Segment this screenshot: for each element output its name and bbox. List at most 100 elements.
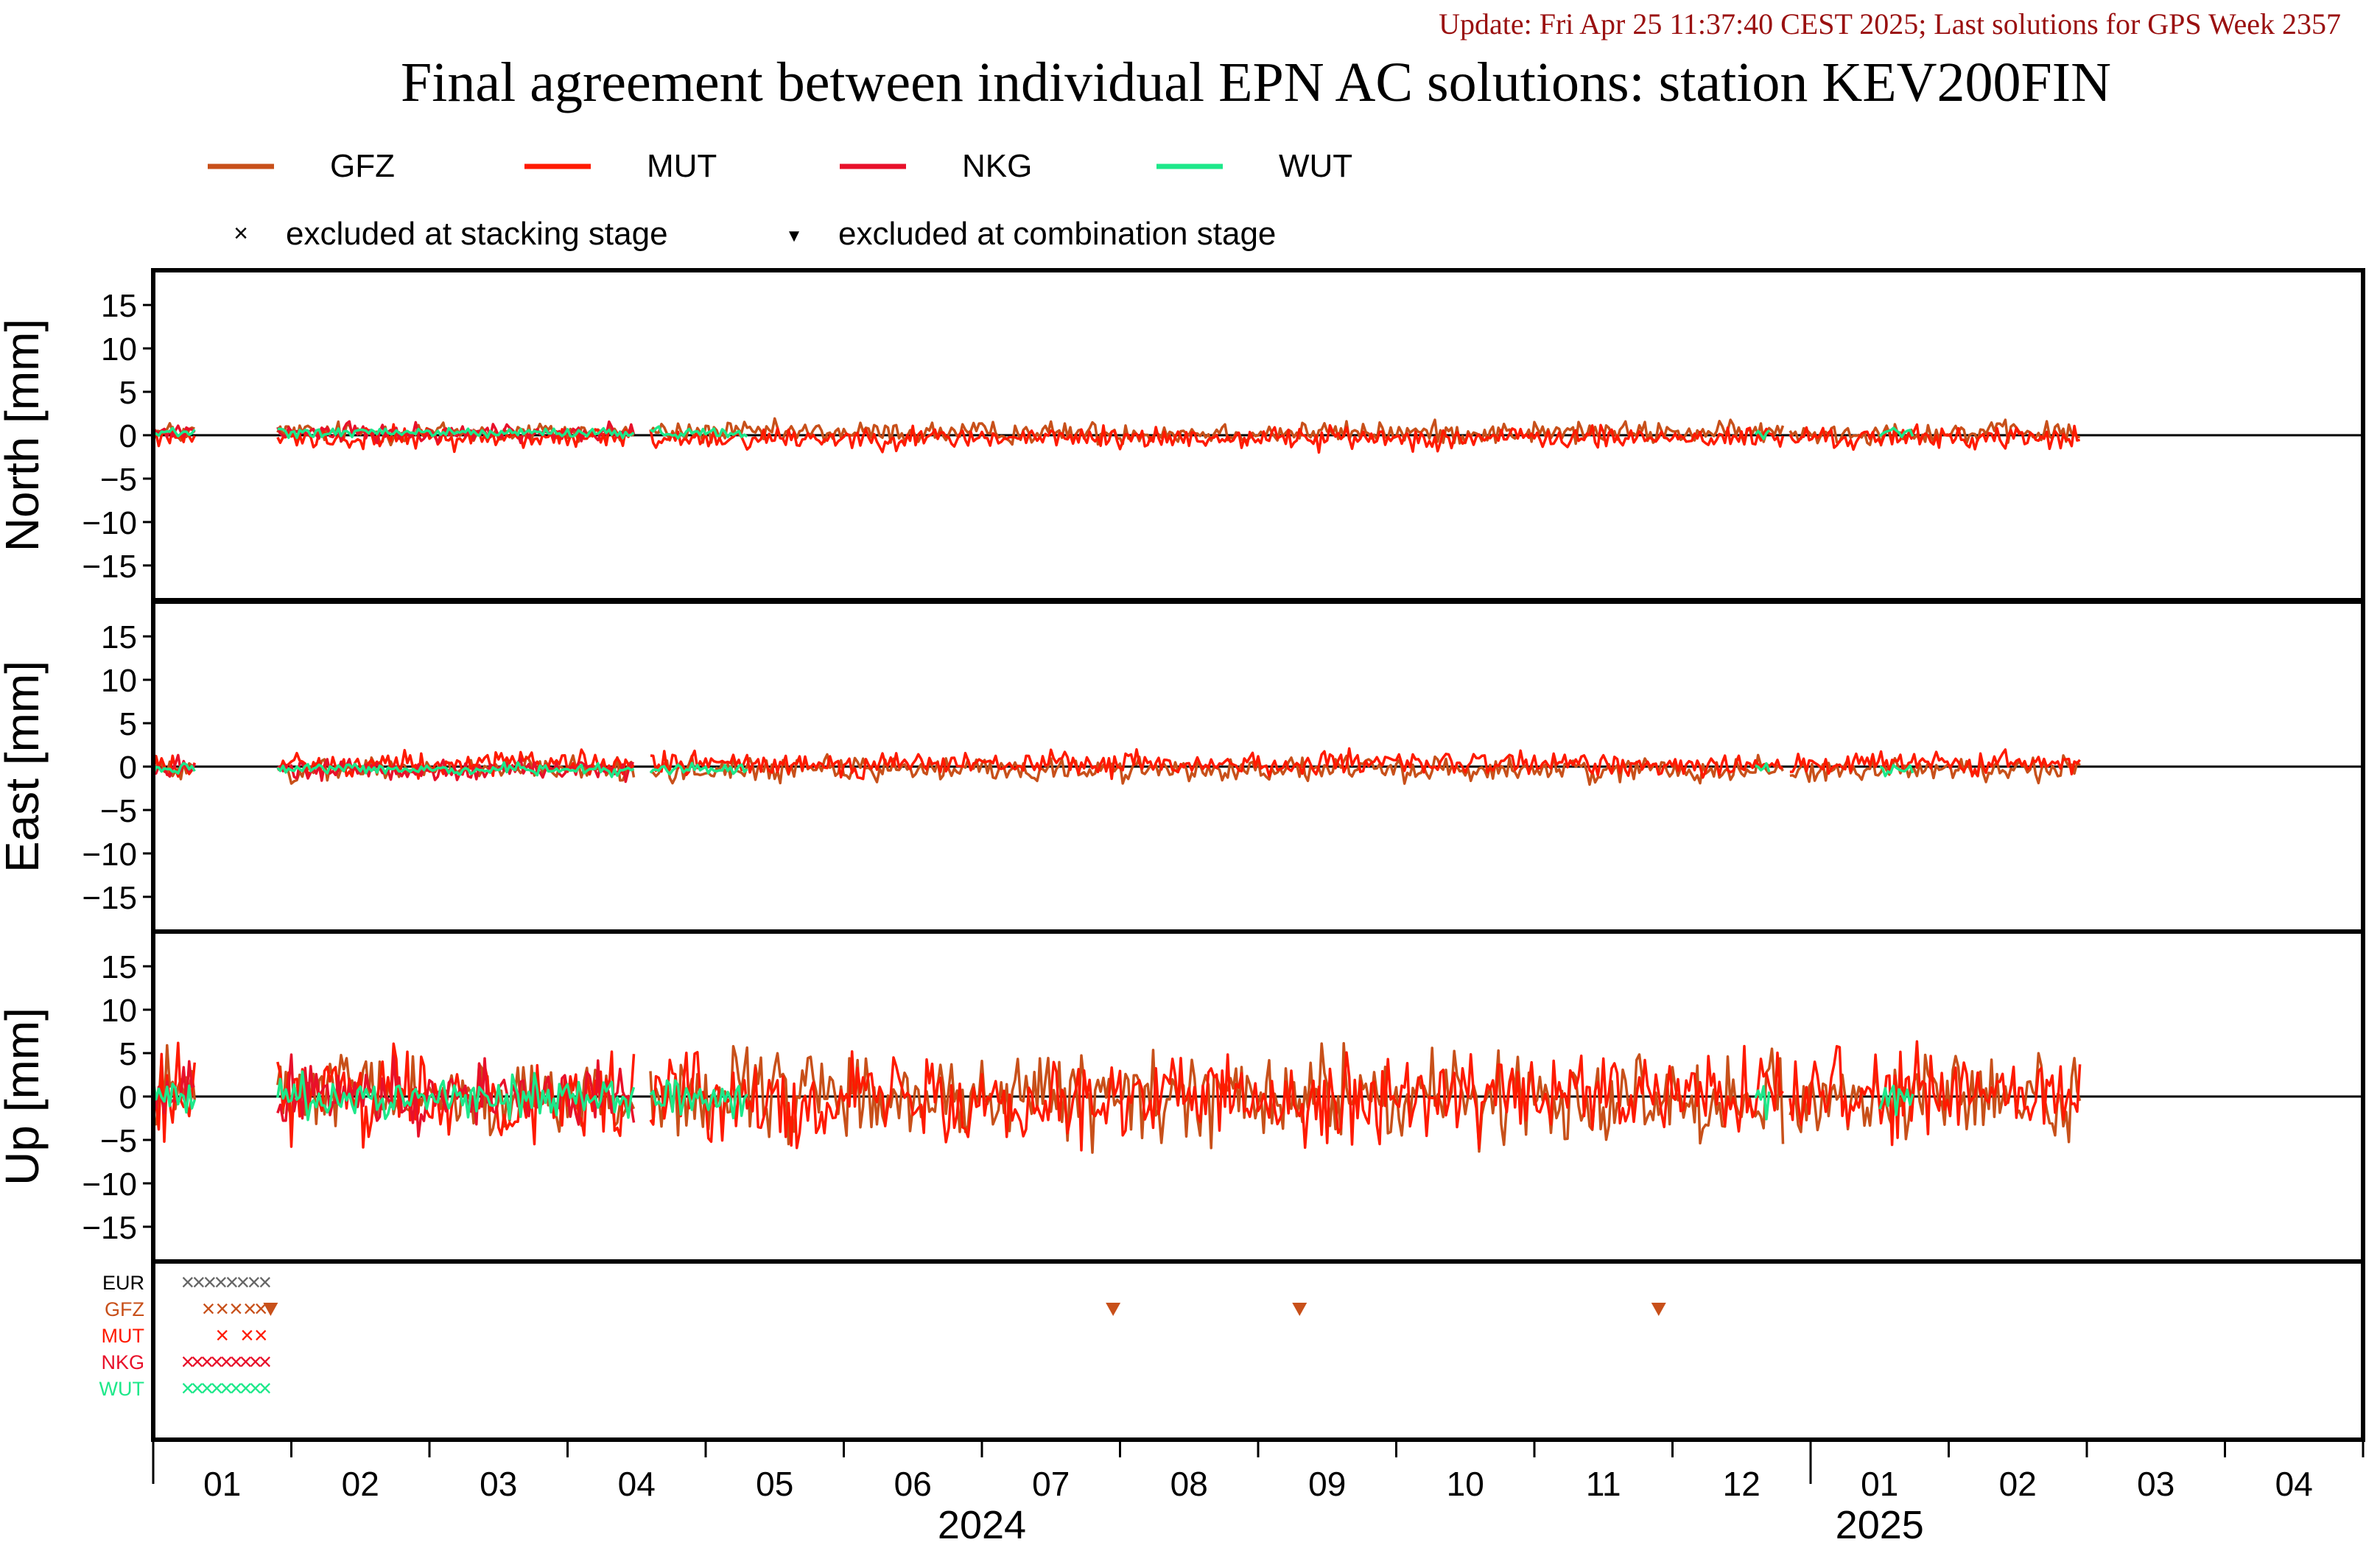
y-tick-label: 0 [119,750,137,786]
series-line-wut [650,425,748,440]
x-tick-label: 02 [342,1465,379,1503]
y-tick-label: 5 [119,1036,137,1072]
stacking-cross-wut: × [259,1375,273,1401]
legend-entry-mut: MUT [524,148,717,184]
stacking-cross-eur: × [214,1269,228,1295]
y-tick-label: 10 [101,993,137,1029]
legend-combination: ▼ excluded at combination stage [785,216,1276,252]
stacking-cross-eur: × [236,1269,250,1295]
series-line-mut [1789,748,2081,778]
series-line-wut [1754,1085,1771,1121]
stacking-cross-eur: × [181,1269,195,1295]
legend-combination-label: excluded at combination stage [838,216,1276,252]
x-tick-label: 07 [1032,1465,1070,1503]
year-label: 2025 [1836,1503,1924,1545]
y-tick-label: 5 [119,706,137,742]
series-line-wut [1879,764,1914,778]
legend-label-gfz: GFZ [330,148,395,184]
x-tick-label: 03 [2137,1465,2174,1503]
x-tick-label: 11 [1586,1465,1621,1503]
stacking-cross-nkg: × [181,1348,195,1375]
panel-east: 15 10 5 0 −5 −10 −15 East [mm] [0,599,2365,934]
combination-triangle-gfz [263,1303,278,1316]
stacking-cross-mut: × [215,1322,229,1348]
series-line-wut [1755,761,1771,772]
stacking-cross-wut: × [191,1375,205,1401]
x-tick-label: 10 [1447,1465,1484,1503]
triangle-marker-icon: ▼ [785,226,803,246]
stacking-cross-nkg: × [200,1348,214,1375]
x-tick-label: 04 [618,1465,656,1503]
series-line-mut [276,423,634,454]
series-line-wut [1878,1084,1914,1116]
stacking-cross-nkg: × [259,1348,273,1375]
y-tick-label: −15 [82,880,137,916]
series-line-wut [276,1070,636,1122]
y-tick-label: 10 [101,663,137,699]
combination-triangle-gfz [1292,1303,1307,1316]
stacking-cross-nkg: × [248,1348,262,1375]
series-line-wut [649,1079,748,1119]
stacking-cross-mut: × [254,1322,268,1348]
stacking-cross-nkg: × [191,1348,205,1375]
panel-north: 15 10 5 0 −5 −10 −15 North [mm] [0,268,2365,602]
x-tick-label: 04 [2275,1465,2313,1503]
series-line-gfz [276,420,635,447]
legend-label-wut: WUT [1279,148,1352,184]
exclusion-row-label: EUR [102,1272,144,1294]
y-tick-label: 15 [101,619,137,655]
y-tick-label: 5 [119,375,137,411]
stacking-cross-gfz: × [254,1295,268,1322]
series-line-gfz [1788,1052,2082,1144]
series-line-wut [152,761,196,775]
chart-title: Final agreement between individual EPN A… [401,52,2111,113]
stacking-cross-wut: × [220,1375,234,1401]
x-tick-label: 12 [1723,1465,1761,1503]
y-tick-label: 15 [101,288,137,324]
y-tick-label: 15 [101,949,137,985]
y-tick-label: −5 [100,462,137,498]
stacking-cross-gfz: × [243,1295,257,1322]
stacking-cross-gfz: × [215,1295,229,1322]
combination-triangle-gfz [1651,1303,1666,1316]
series-line-wut [276,761,635,778]
y-tick-label: −10 [82,837,137,873]
stacking-cross-mut: × [240,1322,254,1348]
series-line-wut [649,761,748,776]
stacking-cross-eur: × [203,1269,217,1295]
exclusion-row-label: NKG [101,1351,144,1373]
legend-entry-gfz: GFZ [208,148,395,184]
y-tick-label: −5 [100,793,137,829]
stacking-cross-nkg: × [239,1348,253,1375]
stacking-cross-gfz: × [229,1295,243,1322]
exclusion-row-label: GFZ [105,1298,144,1320]
x-tick-label: 03 [480,1465,517,1503]
stacking-cross-wut: × [210,1375,224,1401]
x-tick-label: 06 [894,1465,932,1503]
exclusion-row-label: MUT [102,1325,144,1347]
series-line-wut [152,426,196,438]
cross-marker-icon: × [234,219,248,247]
stacking-cross-wut: × [229,1375,243,1401]
x-tick-label: 01 [1861,1465,1898,1503]
legend-label-mut: MUT [647,148,717,184]
x-tick-label: 02 [1999,1465,2037,1503]
stacking-cross-nkg: × [229,1348,243,1375]
combination-triangle-gfz [1106,1303,1121,1316]
series-line-mut [649,423,1785,454]
y-axis-label: East [mm] [0,661,49,873]
legend-entry-wut: WUT [1156,148,1352,184]
stacking-cross-wut: × [248,1375,262,1401]
y-axis-label: North [mm] [0,319,49,552]
stacking-cross-nkg: × [210,1348,224,1375]
legend-entry-nkg: NKG [840,148,1032,184]
year-label: 2024 [938,1503,1026,1545]
y-tick-label: −5 [100,1123,137,1159]
series-line-mut [649,1044,1784,1152]
y-tick-label: −10 [82,1166,137,1203]
legend-stacking: × excluded at stacking stage [234,216,667,252]
x-tick-label: 01 [203,1465,241,1503]
update-text: Update: Fri Apr 25 11:37:40 CEST 2025; L… [1439,7,2341,41]
series-line-wut [152,1079,196,1114]
